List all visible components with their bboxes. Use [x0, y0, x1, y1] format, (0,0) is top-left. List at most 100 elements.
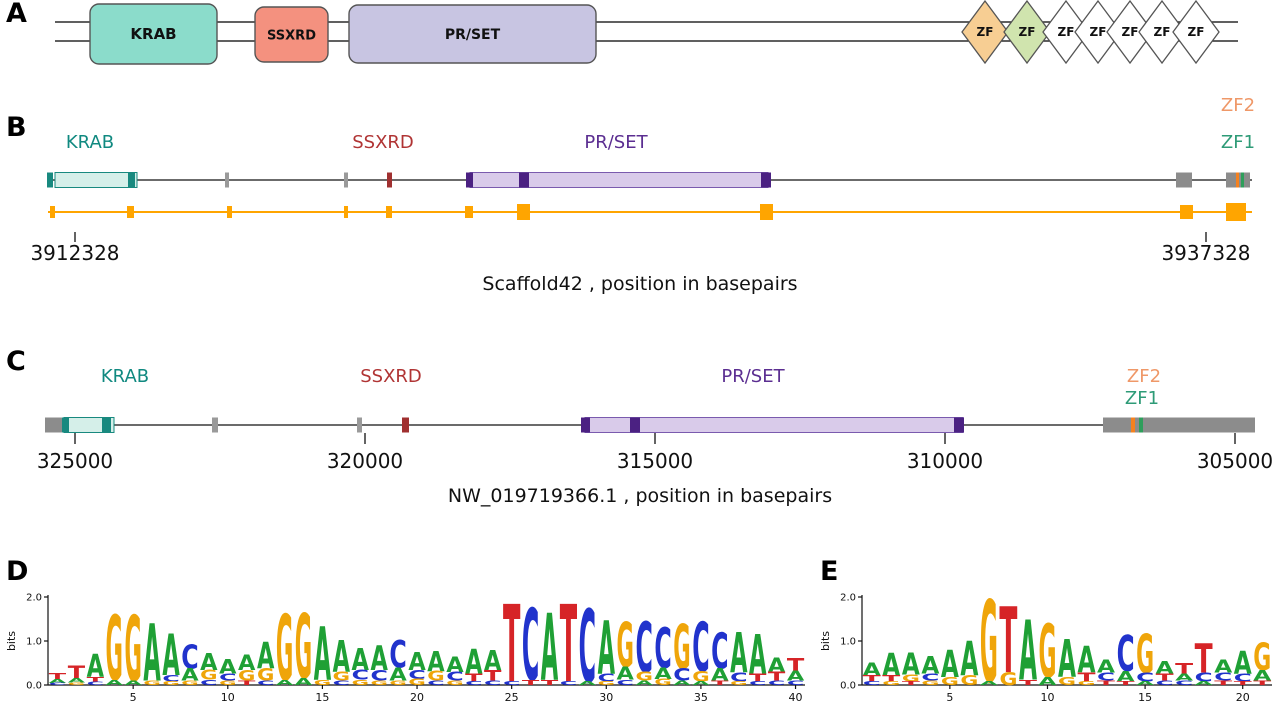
logo-letter-A: A	[941, 643, 960, 686]
gene-feature-box	[102, 417, 111, 433]
zf-diamond	[1003, 0, 1051, 65]
axis-tick-label: 310000	[907, 449, 983, 473]
logo-letter-T: T	[1097, 680, 1115, 687]
exon-box	[1226, 203, 1246, 221]
panel-b-label: B	[6, 112, 27, 143]
domain-label-zf2: ZF2	[1127, 366, 1161, 387]
exon-box	[1180, 205, 1193, 219]
gene-feature-box	[1131, 417, 1135, 433]
y-axis-tick-label: 2.0	[840, 593, 856, 604]
logo-letter-C: C	[921, 672, 939, 683]
logo-letter-A: A	[162, 622, 180, 688]
y-axis-tick-label: 2.0	[26, 593, 42, 604]
logo-letter-C: C	[87, 681, 104, 686]
logo-letter-A: A	[465, 642, 483, 682]
logo-letter-T: T	[999, 587, 1017, 693]
logo-letter-C: C	[1097, 671, 1115, 684]
logo-letter-A: A	[427, 645, 445, 678]
protein-domain-diagram: KRAB SSXRD PR/SET ZF ZF ZF ZF ZF ZF ZF	[55, 0, 1238, 65]
logo-letter-G: G	[370, 680, 387, 687]
logo-letter-A: A	[219, 656, 237, 678]
logo-letter-T: T	[749, 672, 767, 685]
logo-letter-T: T	[68, 662, 86, 682]
logo-letter-A: A	[389, 664, 407, 685]
logo-letter-G: G	[200, 668, 217, 683]
logo-letter-C: C	[654, 616, 671, 681]
logo-letter-A: A	[484, 644, 502, 677]
logo-letter-T: T	[238, 680, 256, 687]
logo-letter-A: A	[333, 631, 350, 682]
x-axis-tick-label: 10	[1040, 691, 1054, 704]
panel-c-label: C	[6, 346, 26, 377]
gene-feature-box	[1103, 417, 1255, 433]
logo-letter-C: C	[49, 682, 66, 686]
zf-diamond	[961, 0, 1009, 65]
logo-letter-C: C	[1136, 671, 1154, 685]
logo-letter-G: G	[352, 679, 369, 687]
logo-letter-C: C	[408, 668, 425, 682]
gene-feature-box	[761, 172, 771, 188]
logo-letter-A: A	[1195, 681, 1213, 687]
axis-tick-label: 325000	[37, 449, 113, 473]
logo-letter-A: A	[68, 677, 86, 684]
logo-letter-C: C	[219, 672, 236, 683]
logo-letter-G: G	[276, 595, 293, 701]
logo-letter-A: A	[692, 681, 710, 687]
logo-letter-T: T	[1195, 637, 1213, 683]
x-axis-tick-label: 15	[315, 691, 329, 704]
exon-box	[465, 206, 473, 218]
logo-letter-T: T	[1234, 681, 1252, 687]
logo-letter-C: C	[352, 668, 369, 683]
logo-letter-C: C	[635, 607, 652, 689]
logo-letter-A: A	[1117, 668, 1136, 685]
gene-feature-box	[1241, 172, 1244, 188]
logo-letter-A: A	[1097, 656, 1116, 677]
logo-letter-C: C	[1195, 671, 1213, 685]
y-axis-tick-label: 0.0	[26, 681, 42, 692]
logo-letter-G: G	[635, 670, 652, 684]
logo-letter-G: G	[921, 680, 939, 687]
logo-letter-A: A	[882, 648, 900, 684]
logo-letter-A: A	[768, 654, 786, 676]
domain-label-krab: KRAB	[101, 366, 149, 387]
logo-letter-G: G	[654, 678, 671, 688]
domain-label-ssxrd: SSXRD	[360, 366, 422, 387]
logo-letter-G: G	[181, 680, 198, 687]
logo-letter-C: C	[749, 681, 766, 687]
gene-feature-box	[212, 417, 218, 433]
x-axis-tick-label: 5	[130, 691, 137, 704]
logo-letter-G: G	[999, 668, 1017, 689]
logo-letter-A: A	[352, 643, 370, 678]
logo-letter-G: G	[68, 682, 85, 686]
logo-letter-C: C	[787, 680, 804, 687]
logo-letter-C: C	[711, 622, 728, 680]
logo-letter-G: G	[960, 673, 978, 688]
x-axis-tick-label: 35	[694, 691, 708, 704]
logo-letter-A: A	[314, 613, 332, 698]
x-axis-tick-label: 15	[1138, 691, 1152, 704]
logo-letter-G: G	[980, 579, 998, 709]
logo-letter-A: A	[579, 681, 597, 687]
gene-feature-box	[1139, 417, 1143, 433]
zf-diamond-label: ZF	[977, 25, 994, 39]
gene-feature-box	[225, 172, 229, 188]
logo-letter-G: G	[902, 673, 920, 684]
logo-letter-G: G	[106, 597, 123, 702]
logo-letter-A: A	[181, 665, 199, 685]
logo-letter-G: G	[1078, 681, 1096, 687]
logo-letter-T: T	[49, 672, 66, 682]
axis-tick-label: 3937328	[1161, 241, 1250, 265]
logo-letter-C: C	[333, 680, 350, 687]
logo-letter-C: C	[673, 665, 690, 685]
zf-diamond	[1074, 0, 1122, 65]
logo-letter-A: A	[711, 665, 729, 685]
gene-feature-box	[45, 417, 62, 433]
logo-letter-C: C	[863, 681, 881, 687]
exon-box	[227, 206, 232, 218]
x-axis-tick-label: 20	[410, 691, 424, 704]
logo-letter-A: A	[635, 680, 653, 687]
logo-letter-T: T	[1156, 672, 1175, 683]
logo-letter-C: C	[768, 680, 785, 687]
zf-diamond	[1172, 0, 1220, 65]
